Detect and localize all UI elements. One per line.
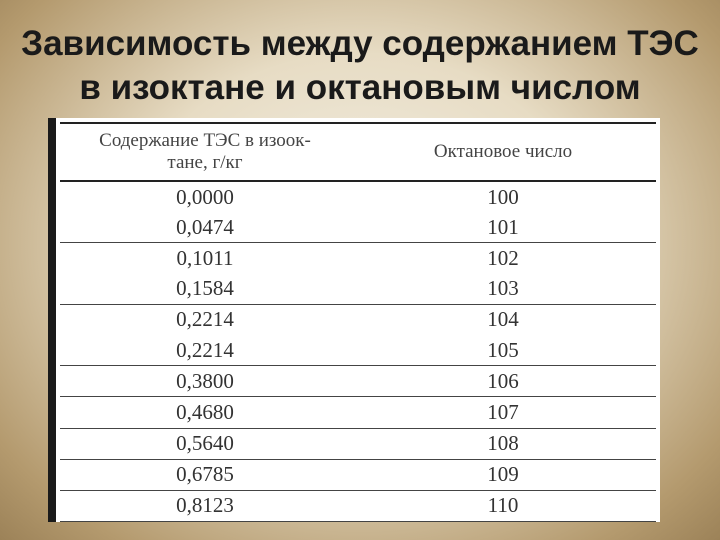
octane-cell: 105 xyxy=(487,337,519,362)
tes-cell: 0,1011 xyxy=(176,245,234,270)
tes-cell: 0,2214 xyxy=(176,307,234,332)
tes-cell: 0,4680 xyxy=(176,399,234,424)
tes-cell: 0,0000 xyxy=(176,184,234,209)
table-row: 0,3800 106 xyxy=(60,366,656,397)
tes-cell: 0,6785 xyxy=(176,462,234,487)
title-line-1: Зависимость между содержанием ТЭС xyxy=(21,24,699,63)
octane-cell: 104 xyxy=(487,307,519,332)
data-table: Содержание ТЭС в изоок- тане, г/кг Октан… xyxy=(60,122,656,522)
tes-cell: 0,5640 xyxy=(176,431,234,456)
tes-cell: 0,0474 xyxy=(176,214,234,239)
table-row: 0,1011 102 xyxy=(60,243,656,274)
octane-cell: 102 xyxy=(487,245,519,270)
table-row: 0,4680 107 xyxy=(60,397,656,428)
page-title: Зависимость между содержанием ТЭС в изок… xyxy=(0,22,720,110)
panel-left-edge xyxy=(48,118,56,522)
table-row: 0,6785 109 xyxy=(60,459,656,491)
header-tes-line-1: Содержание ТЭС в изоок- xyxy=(99,130,311,151)
table-header-row: Содержание ТЭС в изоок- тане, г/кг Октан… xyxy=(60,123,656,181)
octane-cell: 101 xyxy=(487,214,519,239)
header-tes-content: Содержание ТЭС в изоок- тане, г/кг xyxy=(60,123,350,181)
table-row: 0,0474 101 xyxy=(60,212,656,243)
octane-cell: 106 xyxy=(487,368,519,393)
table-row: 0,2214 104 xyxy=(60,304,656,335)
table-row: 0,8123 110 xyxy=(60,490,656,522)
tes-cell: 0,1584 xyxy=(176,276,234,301)
octane-cell: 110 xyxy=(487,493,519,518)
octane-cell: 100 xyxy=(487,184,519,209)
octane-cell: 107 xyxy=(487,399,519,424)
header-tes-line-2: тане, г/кг xyxy=(167,152,243,173)
title-line-2: в изоктане и октановым числом xyxy=(79,68,641,107)
table-row: 0,5640 108 xyxy=(60,428,656,460)
octane-cell: 109 xyxy=(487,462,519,487)
table-row: 0,0000 100 xyxy=(60,181,656,212)
table-row: 0,2214 105 xyxy=(60,335,656,366)
tes-cell: 0,8123 xyxy=(176,493,234,518)
header-octane-number: Октановое число xyxy=(433,141,573,162)
octane-cell: 108 xyxy=(487,431,519,456)
table-row: 0,1584 103 xyxy=(60,274,656,305)
table-panel: Содержание ТЭС в изоок- тане, г/кг Октан… xyxy=(48,118,660,522)
octane-cell: 103 xyxy=(487,276,519,301)
tes-cell: 0,3800 xyxy=(176,368,234,393)
tes-cell: 0,2214 xyxy=(176,337,234,362)
